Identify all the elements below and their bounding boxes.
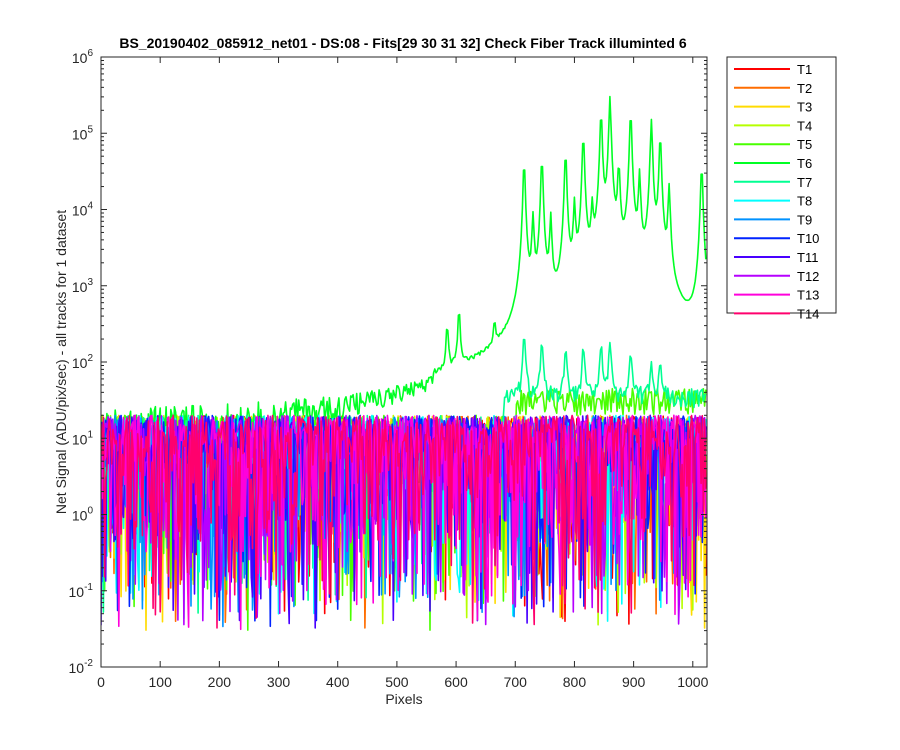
y-tick-label: 102	[72, 353, 94, 371]
legend-label-t14: T14	[797, 306, 819, 321]
x-tick-label: 200	[208, 674, 232, 690]
x-axis: 0 100 200 300 400 500 600 700 800 900 1000	[97, 57, 709, 690]
legend-label-t8: T8	[797, 194, 812, 209]
legend-label-t6: T6	[797, 156, 812, 171]
x-tick-label: 300	[267, 674, 291, 690]
x-tick-label: 900	[622, 674, 646, 690]
legend-label-t7: T7	[797, 175, 812, 190]
legend-label-t1: T1	[797, 62, 812, 77]
y-tick-label: 100	[72, 506, 94, 524]
legend-label-t10: T10	[797, 231, 819, 246]
y-tick-label: 105	[72, 124, 94, 142]
legend-label-t3: T3	[797, 100, 812, 115]
legend-label-t13: T13	[797, 288, 819, 303]
y-tick-label: 10-2	[69, 658, 94, 676]
x-tick-label: 700	[504, 674, 528, 690]
series-lines	[101, 95, 707, 631]
chart-title: BS_20190402_085912_net01 - DS:08 - Fits[…	[119, 35, 687, 51]
y-axis-label: Net Signal (ADU/pix/sec) - all tracks fo…	[53, 210, 69, 514]
legend-label-t9: T9	[797, 212, 812, 227]
y-tick-label: 101	[72, 429, 94, 447]
legend-box	[726, 56, 837, 314]
legend-label-t2: T2	[797, 81, 812, 96]
y-axis: 10-2 10-1 100 101 102 103 104 105 106	[69, 48, 707, 676]
legend-label-t12: T12	[797, 269, 819, 284]
x-tick-label: 100	[149, 674, 173, 690]
legend: T1 T2 T3 T4 T5 T6 T7 T8 T9 T10 T11 T12 T13 T14	[726, 56, 837, 321]
x-tick-label: 500	[385, 674, 409, 690]
x-tick-label: 600	[444, 674, 468, 690]
x-axis-label: Pixels	[385, 691, 422, 707]
legend-label-t5: T5	[797, 137, 812, 152]
x-tick-label: 800	[563, 674, 587, 690]
y-tick-label: 10-1	[69, 582, 94, 600]
y-tick-label: 104	[72, 201, 94, 219]
x-tick-label: 0	[97, 674, 105, 690]
y-tick-label: 103	[72, 277, 94, 295]
series-line-t14	[101, 414, 707, 629]
x-tick-label: 400	[326, 674, 350, 690]
series-line-t6	[101, 95, 707, 462]
y-tick-label: 106	[72, 48, 94, 66]
legend-label-t4: T4	[797, 118, 812, 133]
legend-label-t11: T11	[797, 250, 818, 265]
x-tick-label: 1000	[677, 674, 708, 690]
